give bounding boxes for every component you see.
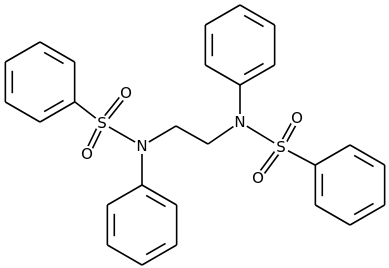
atom: O: [79, 145, 95, 163]
bond: [106, 184, 143, 206]
atom: O: [289, 109, 305, 127]
bond: [175, 125, 209, 145]
atom: S: [94, 114, 110, 132]
bond: [353, 154, 374, 168]
bond: [314, 144, 351, 166]
bond: [106, 244, 143, 266]
bond: [239, 64, 276, 86]
atom: S: [273, 138, 289, 156]
atom-labels: S O O N N S O O: [79, 84, 305, 187]
bond: [204, 4, 241, 26]
bond: [4, 41, 41, 63]
atom: N: [232, 113, 248, 131]
atom: O: [118, 84, 134, 102]
atom-label: O: [120, 84, 132, 102]
bond: [349, 144, 386, 166]
bonds: [4, 4, 386, 266]
bond: [243, 14, 264, 28]
bond: [141, 184, 178, 206]
bond: [243, 62, 264, 76]
bond: [239, 4, 276, 26]
atom-label: O: [291, 109, 303, 127]
atom-label: N: [136, 137, 147, 155]
bond: [353, 202, 374, 216]
atom: O: [250, 169, 266, 187]
bond: [314, 204, 351, 226]
atom: N: [134, 137, 150, 155]
bond: [141, 244, 178, 266]
atom-label: O: [252, 169, 264, 187]
bond: [4, 101, 41, 123]
bond: [145, 242, 166, 256]
bond: [239, 121, 282, 148]
bond: [43, 51, 64, 65]
bond: [39, 41, 76, 63]
atom-label: S: [97, 114, 107, 132]
bond: [43, 99, 64, 113]
atom-label: S: [276, 138, 286, 156]
bond: [145, 194, 166, 208]
atom-label: O: [81, 145, 93, 163]
atom-label: N: [234, 113, 245, 131]
bond: [349, 204, 386, 226]
bond: [204, 64, 241, 86]
bond: [39, 101, 76, 123]
